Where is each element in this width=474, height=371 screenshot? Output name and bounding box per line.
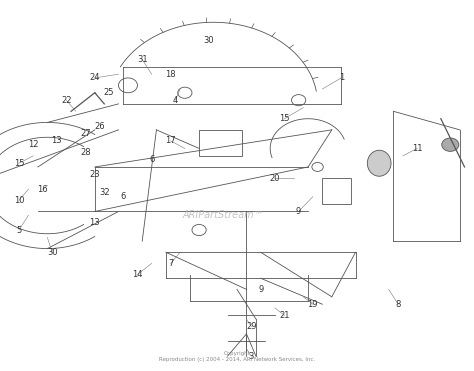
Text: 7: 7 (168, 259, 173, 268)
Text: 5: 5 (16, 226, 22, 234)
Text: 30: 30 (203, 36, 214, 45)
Text: 9: 9 (258, 285, 264, 294)
Text: 19: 19 (308, 300, 318, 309)
Text: 12: 12 (28, 140, 38, 149)
Text: 29: 29 (246, 322, 256, 331)
Text: 17: 17 (165, 137, 176, 145)
Text: 8: 8 (395, 300, 401, 309)
Text: 1: 1 (338, 73, 344, 82)
Text: 14: 14 (132, 270, 143, 279)
Ellipse shape (367, 150, 391, 176)
Text: 21: 21 (279, 311, 290, 320)
Text: ARIPartStream™: ARIPartStream™ (182, 210, 264, 220)
Text: 27: 27 (80, 129, 91, 138)
Circle shape (442, 138, 459, 151)
Text: 16: 16 (37, 185, 48, 194)
Text: 13: 13 (52, 137, 62, 145)
Text: 32: 32 (99, 188, 109, 197)
Text: 11: 11 (412, 144, 422, 153)
Text: 31: 31 (137, 55, 147, 64)
Text: Copyright
Reproduction (c) 2004 - 2014, ARI Network Services, Inc.: Copyright Reproduction (c) 2004 - 2014, … (159, 351, 315, 362)
Text: 30: 30 (47, 248, 57, 257)
Text: 4: 4 (173, 96, 178, 105)
Text: 3: 3 (248, 352, 254, 361)
Text: 25: 25 (104, 88, 114, 97)
Text: 18: 18 (165, 70, 176, 79)
Text: 23: 23 (90, 170, 100, 179)
Text: 24: 24 (90, 73, 100, 82)
Text: 28: 28 (80, 148, 91, 157)
Text: 15: 15 (14, 159, 24, 168)
Bar (322, 178, 351, 204)
Text: 6: 6 (149, 155, 155, 164)
Text: 20: 20 (270, 174, 280, 183)
Text: 22: 22 (61, 96, 72, 105)
Text: 9: 9 (296, 207, 301, 216)
Text: 15: 15 (279, 114, 290, 123)
Text: 6: 6 (120, 192, 126, 201)
Text: 26: 26 (94, 122, 105, 131)
Text: 10: 10 (14, 196, 24, 205)
Bar (199, 130, 242, 156)
Text: 13: 13 (90, 218, 100, 227)
